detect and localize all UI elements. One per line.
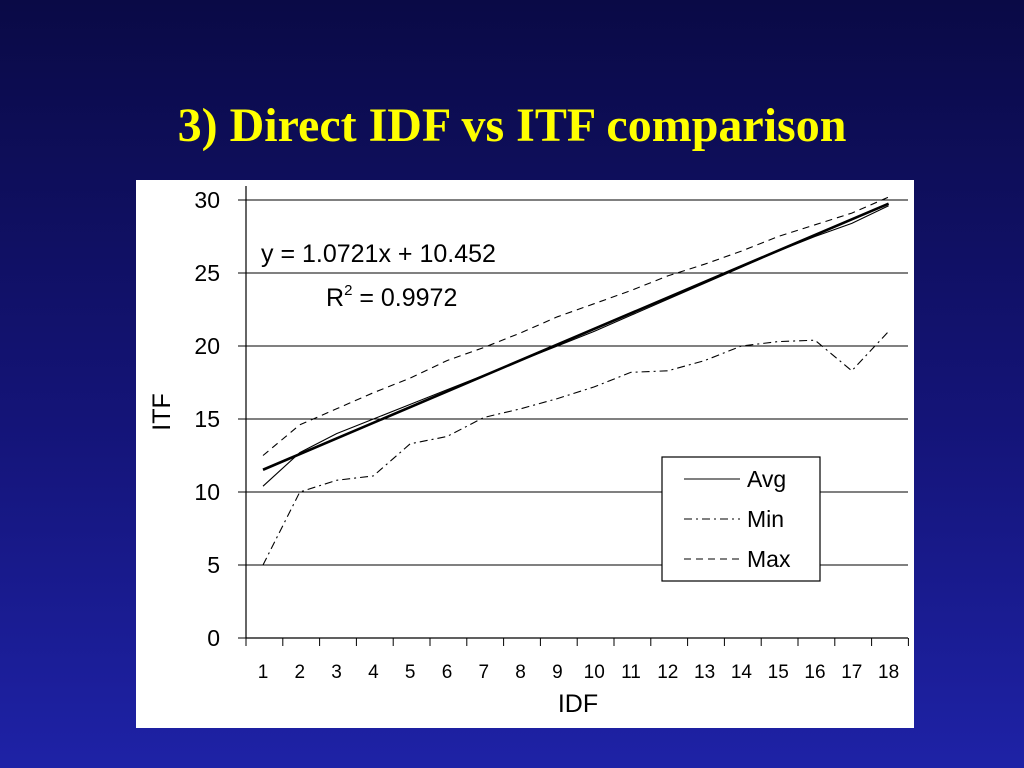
trendline-r-squared: R2 = 0.9972 (326, 282, 457, 312)
y-tick-label-15: 15 (194, 406, 220, 432)
r-squared-value: = 0.9972 (352, 284, 457, 312)
x-tick-label-11: 11 (621, 662, 641, 683)
x-tick-label-1: 1 (258, 662, 269, 683)
series-line-min (262, 331, 890, 566)
trendline-layer (262, 202, 890, 471)
trendline-equation: y = 1.0721x + 10.452 (261, 240, 496, 268)
y-axis-title: ITF (148, 393, 176, 431)
axes (238, 186, 909, 646)
y-tick-label-5: 5 (207, 552, 220, 578)
x-tick-labels: 1 2 3 4 5 6 7 8 9 10 11 12 13 14 15 16 17 18 (258, 662, 899, 683)
y-tick-label-0: 0 (207, 625, 220, 651)
x-tick-label-10: 10 (584, 662, 605, 683)
x-tick-label-14: 14 (731, 662, 753, 683)
x-axis-title: IDF (558, 690, 598, 718)
x-tick-label-12: 12 (657, 662, 678, 683)
x-tick-label-7: 7 (479, 662, 490, 683)
series-line-max (262, 196, 889, 456)
r-squared-superscript: 2 (344, 282, 352, 299)
x-tick-label-18: 18 (878, 662, 899, 683)
slide-title: 3) Direct IDF vs ITF comparison (177, 99, 847, 152)
x-tick-label-16: 16 (804, 662, 825, 683)
chart-panel: 0 5 10 15 20 25 30 1 2 3 4 5 6 7 8 9 10 11 12 13 14 15 16 17 18… (136, 180, 914, 728)
y-tick-labels: 0 5 10 15 20 25 30 (194, 187, 220, 651)
y-tick-label-20: 20 (194, 333, 220, 359)
legend-label-min: Min (747, 506, 784, 532)
legend-label-avg: Avg (747, 466, 786, 492)
y-tick-label-25: 25 (194, 260, 220, 286)
x-tick-label-15: 15 (768, 662, 789, 683)
r-squared-symbol: R (326, 284, 344, 312)
y-tick-label-10: 10 (194, 479, 220, 505)
legend-label-max: Max (747, 546, 791, 572)
x-tick-label-8: 8 (515, 662, 526, 683)
x-tick-label-4: 4 (368, 662, 379, 683)
x-tick-label-2: 2 (295, 662, 306, 683)
x-tick-label-3: 3 (331, 662, 342, 683)
x-tick-label-9: 9 (552, 662, 563, 683)
trendline (262, 202, 890, 471)
x-tick-label-17: 17 (841, 662, 862, 683)
x-tick-label-13: 13 (694, 662, 715, 683)
x-tick-label-6: 6 (442, 662, 453, 683)
legend: Avg Min Max (661, 456, 821, 582)
x-tick-label-5: 5 (405, 662, 416, 683)
y-tick-label-30: 30 (194, 187, 220, 213)
